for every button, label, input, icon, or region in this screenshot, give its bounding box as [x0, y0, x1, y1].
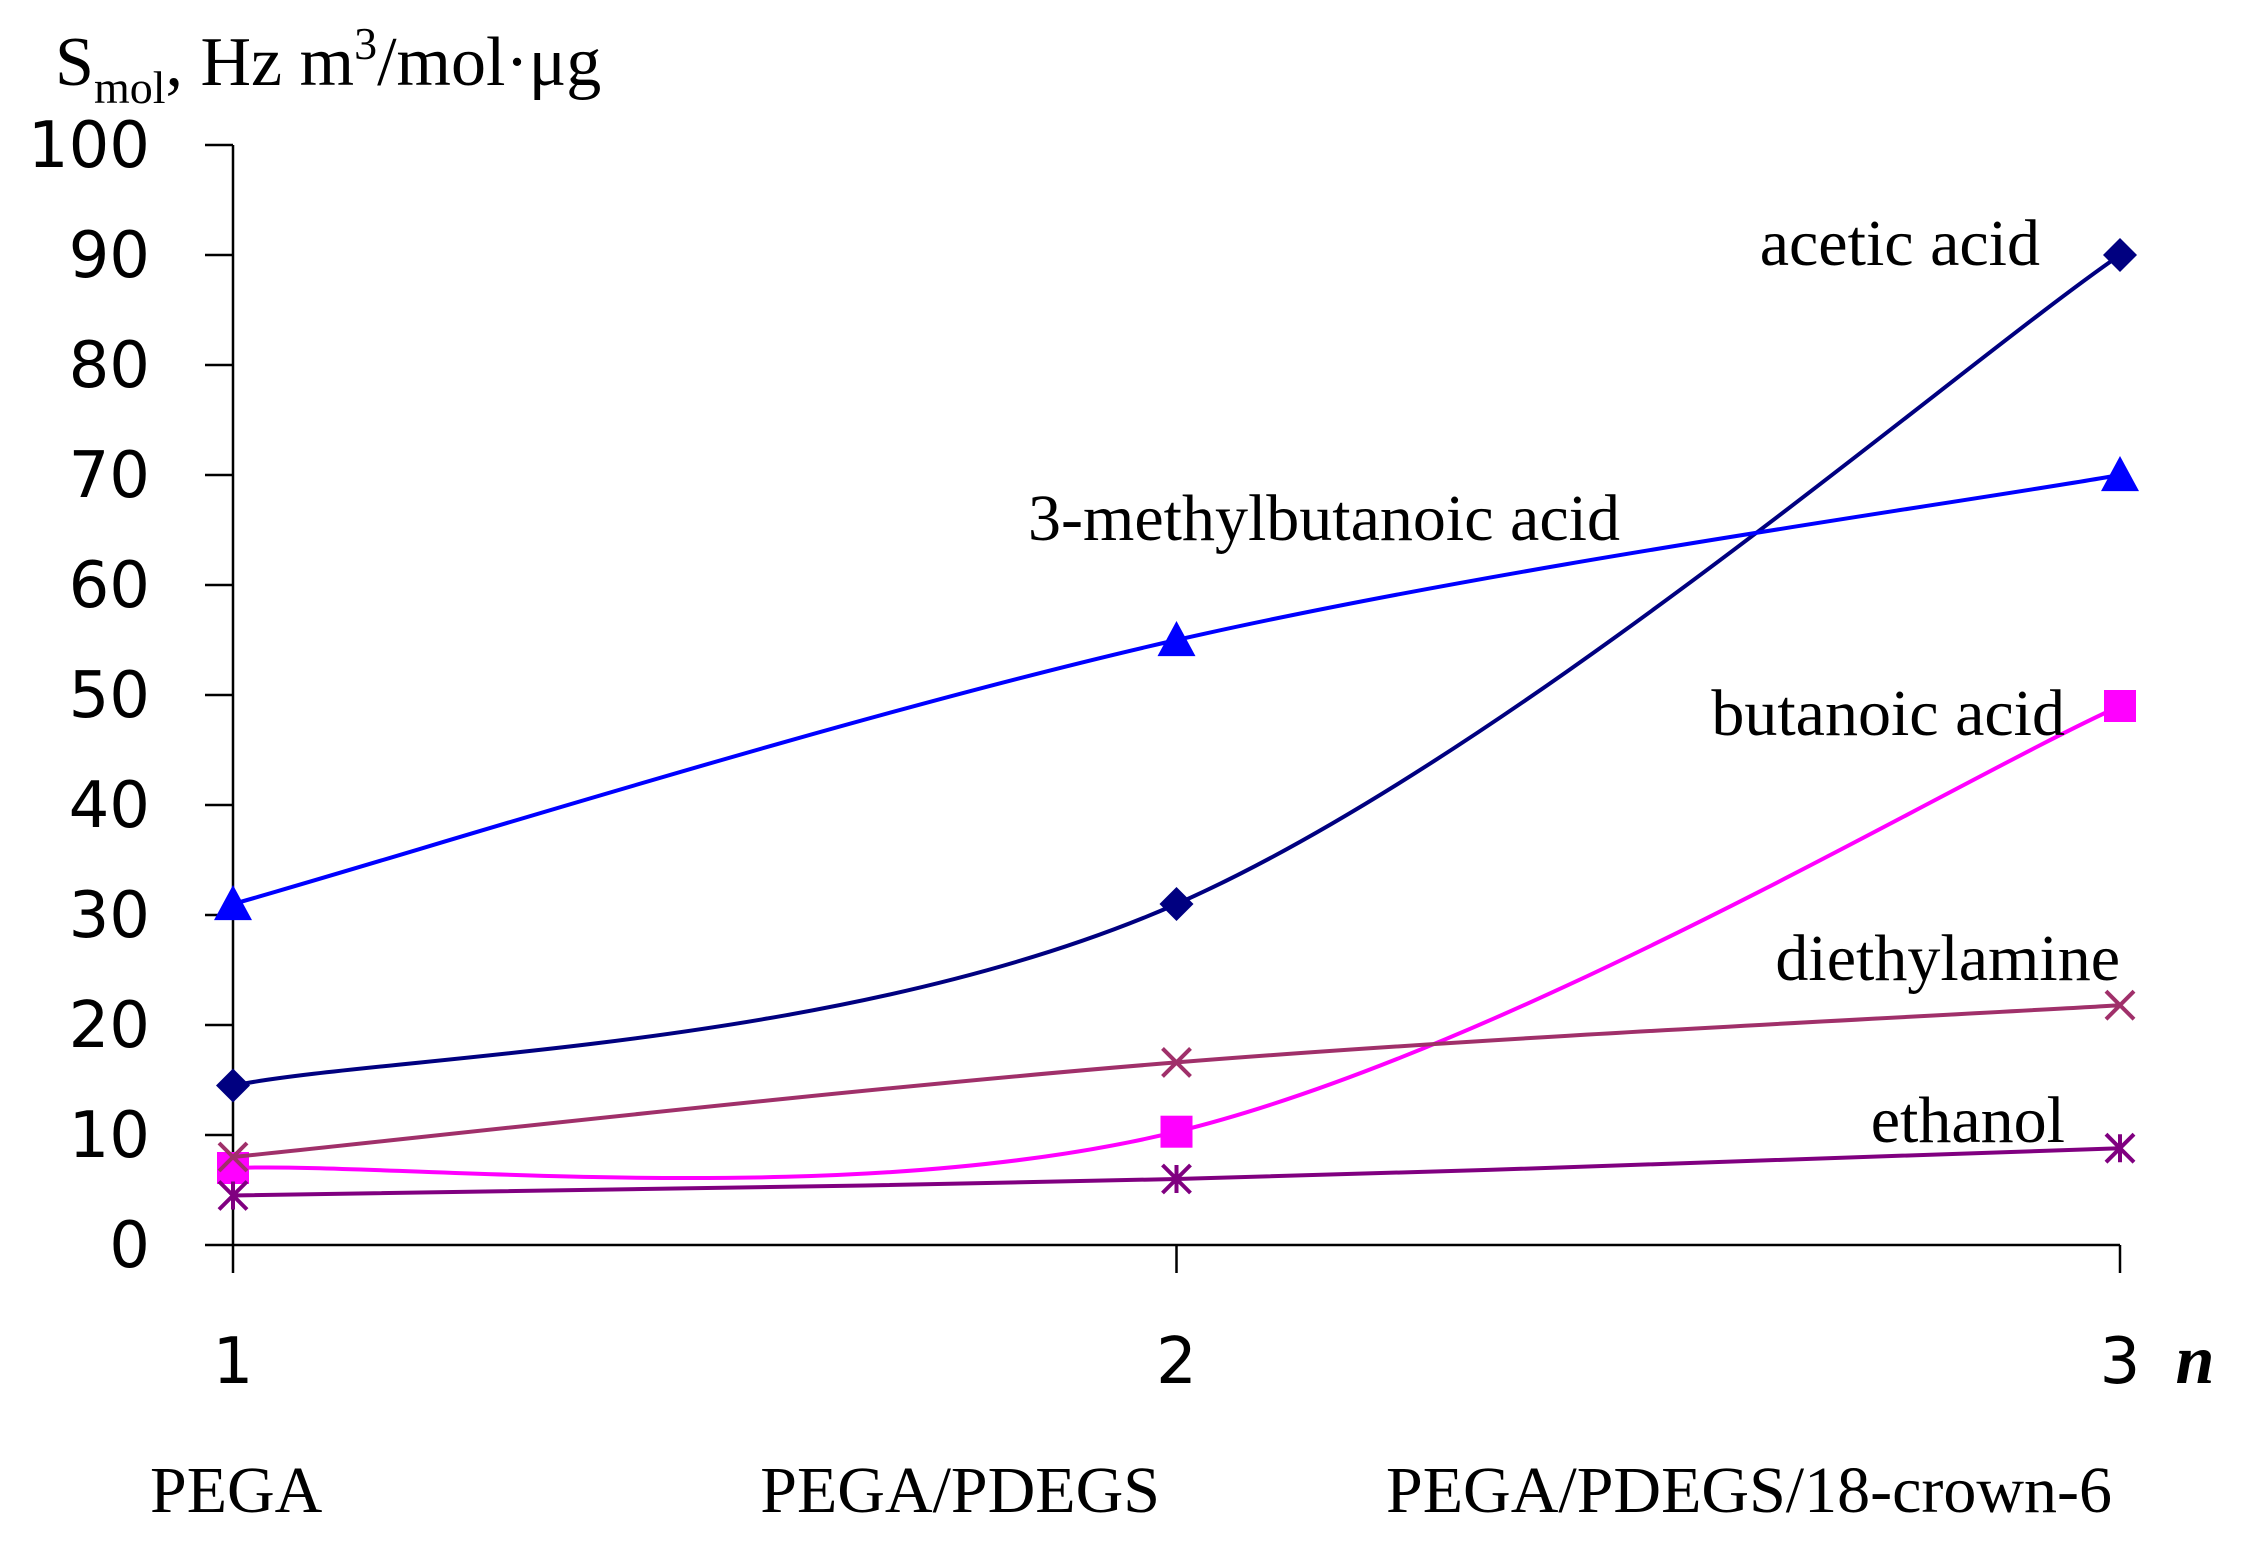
- marker-triangle: [2101, 456, 2139, 492]
- y-tick-label: 30: [69, 879, 150, 953]
- y-tick-label: 60: [69, 549, 150, 623]
- marker-triangle: [1157, 621, 1196, 657]
- marker-square: [2104, 690, 2136, 722]
- y-tick-label: 70: [69, 439, 150, 513]
- y-tick-label: 100: [28, 109, 150, 183]
- x-category-label: PEGA/PDEGS: [760, 1454, 1160, 1527]
- series-diethylamine: [217, 989, 2136, 1173]
- marker-diamond: [1159, 887, 1194, 921]
- x-axis-title: n: [2176, 1322, 2215, 1399]
- marker-diamond: [2103, 238, 2137, 272]
- marker-asterisk: [1161, 1163, 1192, 1195]
- series-label: acetic acid: [1760, 207, 2040, 280]
- x-category-label: PEGA: [150, 1454, 323, 1527]
- series-3-methylbutanoic-acid: [214, 456, 2139, 921]
- marker-asterisk: [217, 1180, 249, 1211]
- x-category-label: PEGA/PDEGS/18-crown-6: [1386, 1454, 2112, 1527]
- x-tick-label: 3: [2100, 1325, 2141, 1399]
- marker-diamond: [216, 1068, 250, 1103]
- series-labels: acetic acid 3-methylbutanoic acid butanoic…: [1028, 207, 2120, 1157]
- marker-x: [217, 1141, 249, 1173]
- y-tick-label: 20: [69, 989, 150, 1063]
- marker-x: [2104, 989, 2136, 1021]
- x-tick-label: 2: [1156, 1325, 1197, 1399]
- series-ethanol: [217, 1132, 2136, 1211]
- y-tick-label: 40: [69, 769, 150, 843]
- y-tick-label: 80: [69, 329, 150, 403]
- series-acetic-acid: [216, 238, 2137, 1103]
- marker-x: [1161, 1046, 1192, 1078]
- x-tick-label: 1: [213, 1325, 254, 1399]
- series-label: ethanol: [1871, 1084, 2065, 1157]
- y-tick-label: 0: [109, 1209, 150, 1283]
- marker-asterisk: [2104, 1132, 2136, 1164]
- series-label: diethylamine: [1775, 922, 2120, 995]
- marker-triangle: [214, 885, 252, 921]
- y-axis-title: Smol, Hz m3/mol·μg: [55, 18, 601, 113]
- y-tick-label: 10: [69, 1099, 150, 1173]
- axes: 0 10 20 30 40 50 60 70 80 90 100 1 2 3 n PEGA PEGA/PDEGS…: [28, 109, 2215, 1527]
- y-tick-label: 90: [69, 219, 150, 293]
- y-tick-label: 50: [69, 659, 150, 733]
- series-label: butanoic acid: [1711, 677, 2065, 750]
- series-layer: [214, 238, 2139, 1211]
- marker-square: [1160, 1115, 1193, 1148]
- series-label: 3-methylbutanoic acid: [1028, 482, 1620, 555]
